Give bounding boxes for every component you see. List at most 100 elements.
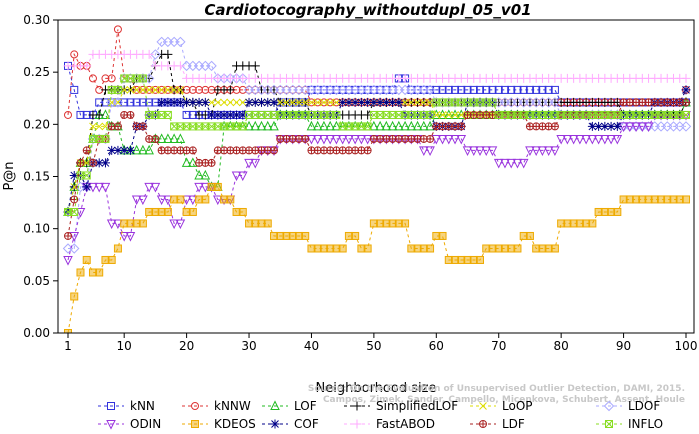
legend-label: LDF bbox=[502, 417, 525, 431]
data-point bbox=[82, 146, 91, 155]
series-line bbox=[67, 102, 687, 213]
data-point bbox=[549, 97, 561, 108]
source-credit: Source: On the Evaluation of Unsupervise… bbox=[308, 384, 685, 405]
data-point bbox=[138, 85, 147, 94]
data-point bbox=[525, 146, 535, 157]
data-point bbox=[125, 231, 136, 242]
data-point bbox=[82, 182, 92, 192]
data-point bbox=[75, 207, 86, 218]
legend-item-inflo: INFLO bbox=[596, 417, 663, 431]
y-tick-label: 0.30 bbox=[23, 13, 50, 27]
data-point bbox=[113, 122, 122, 131]
data-point bbox=[352, 401, 362, 411]
data-point bbox=[282, 98, 291, 107]
data-point bbox=[138, 122, 147, 131]
data-point bbox=[401, 219, 410, 228]
data-point bbox=[200, 169, 211, 180]
data-point bbox=[70, 50, 79, 59]
data-point bbox=[188, 157, 198, 167]
credit-line-1: Source: On the Evaluation of Unsupervise… bbox=[308, 384, 685, 394]
data-point bbox=[332, 110, 341, 119]
data-point bbox=[550, 85, 559, 94]
data-point bbox=[313, 98, 322, 107]
data-point bbox=[325, 120, 335, 131]
data-point bbox=[238, 110, 248, 120]
data-point bbox=[438, 85, 447, 94]
legend-item-knn: kNN bbox=[98, 399, 155, 413]
series-line bbox=[67, 89, 686, 213]
data-point bbox=[295, 98, 303, 107]
legend-item-ldf: LDF bbox=[470, 417, 525, 431]
data-point bbox=[101, 98, 110, 107]
legend-item-cof: COF bbox=[262, 417, 319, 431]
data-point bbox=[525, 85, 534, 94]
y-axis-label: P@n bbox=[2, 161, 17, 190]
data-point bbox=[94, 110, 104, 120]
data-point bbox=[612, 121, 622, 131]
data-point bbox=[469, 85, 478, 94]
data-point bbox=[94, 182, 105, 193]
data-point bbox=[375, 120, 385, 131]
data-point bbox=[438, 231, 447, 240]
data-point bbox=[587, 121, 597, 131]
legend-item-lof: LOF bbox=[262, 399, 317, 413]
data-point bbox=[163, 110, 172, 119]
legend-item-loop: LoOP bbox=[470, 399, 533, 413]
data-point bbox=[587, 134, 598, 145]
data-point bbox=[513, 244, 522, 253]
data-point bbox=[270, 419, 280, 429]
data-point bbox=[537, 146, 548, 157]
data-point bbox=[550, 146, 560, 157]
data-point bbox=[150, 182, 161, 193]
data-point bbox=[188, 85, 197, 94]
data-point bbox=[487, 146, 498, 157]
data-point bbox=[76, 268, 85, 277]
data-point bbox=[493, 158, 504, 169]
data-point bbox=[363, 122, 372, 131]
data-point bbox=[326, 98, 335, 107]
data-point bbox=[525, 231, 534, 240]
data-point bbox=[413, 98, 422, 107]
data-point bbox=[175, 97, 185, 107]
data-point bbox=[188, 97, 198, 107]
data-point bbox=[120, 98, 129, 107]
series-line bbox=[68, 41, 686, 249]
data-point bbox=[325, 134, 335, 145]
legend-label: FastABOD bbox=[376, 417, 435, 431]
data-point bbox=[388, 97, 398, 107]
data-point bbox=[424, 84, 436, 96]
data-point bbox=[95, 98, 104, 107]
data-point bbox=[237, 171, 248, 182]
data-point bbox=[188, 146, 197, 155]
data-point bbox=[163, 195, 173, 206]
data-point bbox=[107, 145, 117, 155]
data-point bbox=[270, 400, 280, 410]
legend-label: LDOF bbox=[628, 399, 660, 413]
y-tick-label: 0.25 bbox=[23, 65, 50, 79]
data-point bbox=[425, 146, 435, 157]
data-point bbox=[64, 110, 72, 119]
data-point bbox=[220, 98, 228, 107]
data-point bbox=[550, 244, 559, 253]
data-point bbox=[64, 329, 72, 333]
legend-label: COF bbox=[294, 417, 319, 431]
data-point bbox=[126, 98, 135, 107]
data-point bbox=[494, 85, 503, 94]
data-point bbox=[113, 244, 122, 253]
data-point bbox=[344, 85, 353, 94]
data-point bbox=[506, 158, 517, 169]
data-point bbox=[250, 97, 260, 107]
data-point bbox=[444, 111, 453, 119]
data-point bbox=[369, 97, 379, 107]
data-point bbox=[201, 85, 210, 94]
legend-item-kdeos: KDEOS bbox=[182, 417, 256, 431]
data-point bbox=[70, 292, 79, 301]
data-point bbox=[151, 134, 160, 143]
data-point bbox=[113, 145, 123, 155]
data-point bbox=[82, 61, 92, 71]
data-point bbox=[513, 85, 522, 94]
series-ldf bbox=[64, 98, 690, 240]
data-point bbox=[126, 86, 135, 94]
data-point bbox=[301, 231, 310, 240]
data-point bbox=[643, 122, 654, 133]
